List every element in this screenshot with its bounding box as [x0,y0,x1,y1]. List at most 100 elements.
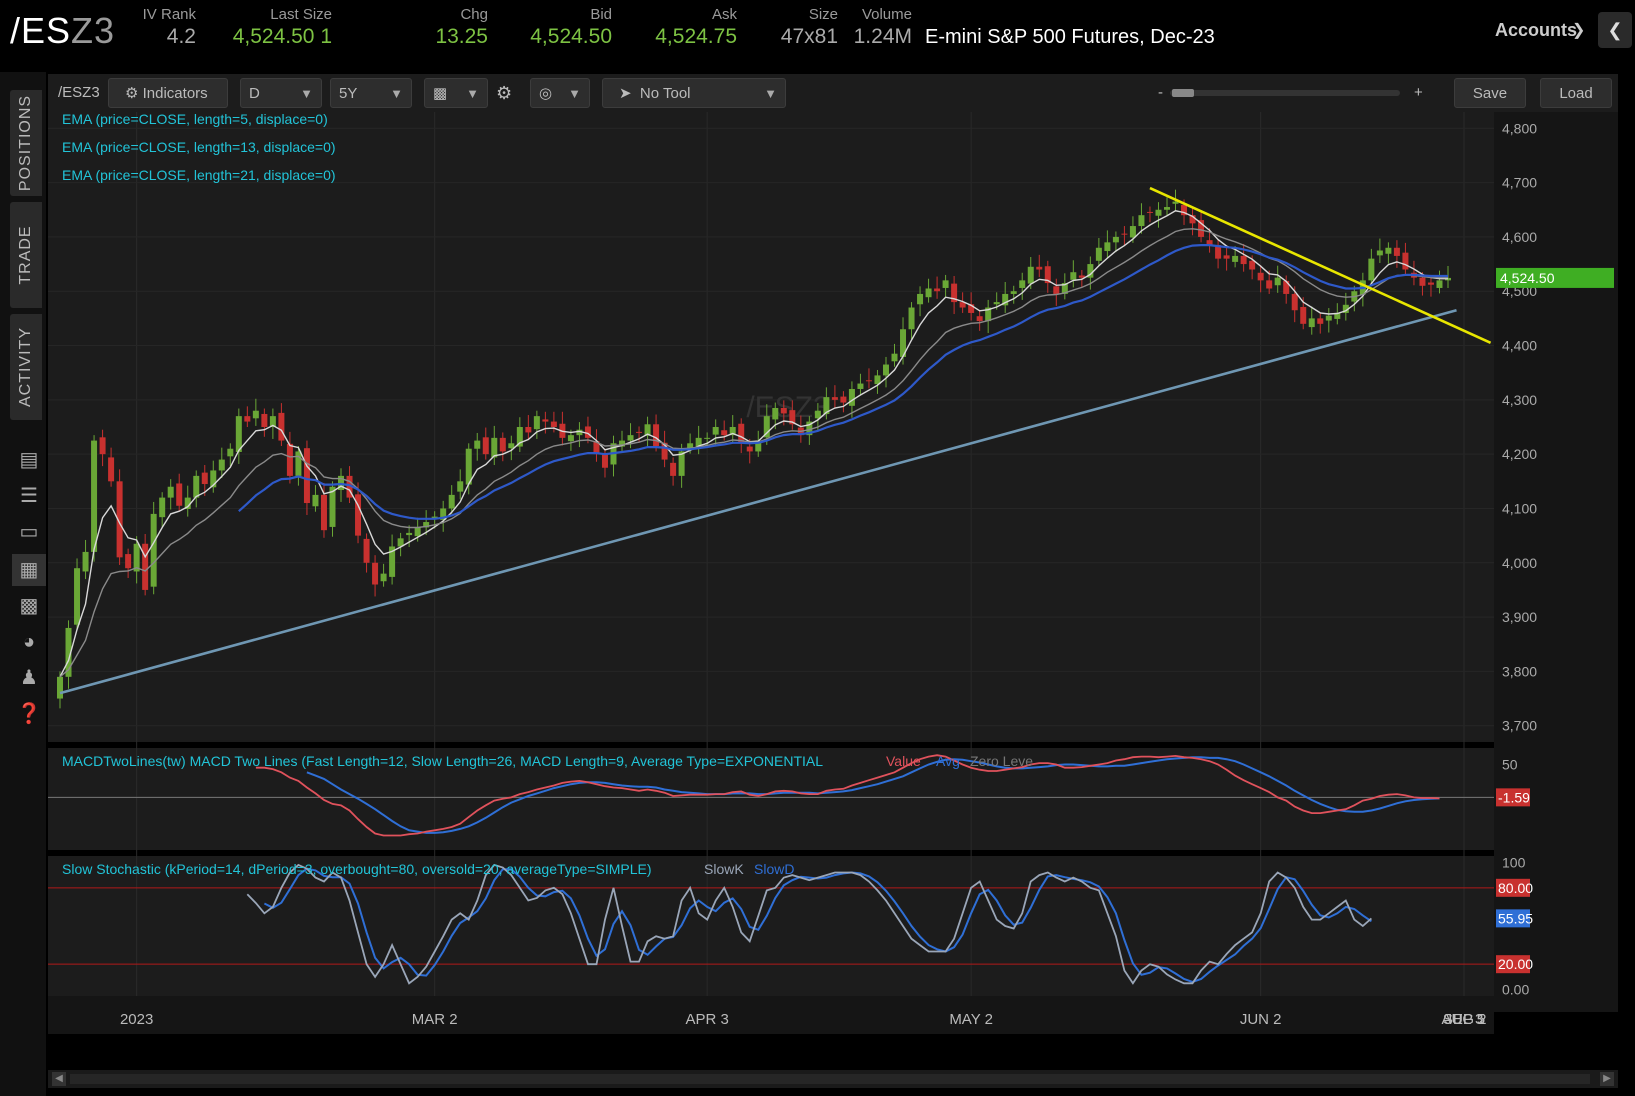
price-axis-label: 3,900 [1502,609,1537,625]
symbol-title[interactable]: /ESZ3 [10,10,115,52]
candle-body [1061,283,1068,294]
tv-icon[interactable]: ▭ [19,521,39,543]
list-icon[interactable]: ☰ [20,485,38,507]
cursor-icon: ➤ [619,85,632,102]
time-axis-label: SEP 5 [1443,1011,1485,1028]
candle-body [91,440,98,552]
candle-body [1019,280,1026,288]
stochastic-axis-label: 0.00 [1502,982,1529,998]
last-price-tag [1496,267,1614,288]
candle-body [1036,266,1043,270]
chart-area[interactable]: 2023 MAR 2 APR 3 MAY 2 JUN 2 JUL 3 AUG 2 SEP 5 4… [48,111,1618,1084]
candle-body [831,397,838,400]
zoom-out-button[interactable]: - [1158,84,1163,101]
candle-body [474,440,481,449]
timeframe-select[interactable]: 5Y ▼ [330,78,412,108]
quote-value: 4,524.50 1 [232,25,332,48]
candle-body [1155,209,1162,216]
candle-body [133,543,140,572]
candle-body [1283,280,1290,294]
accounts-menu[interactable]: Accounts [1495,20,1578,40]
drawing-tool-select[interactable]: ➤ No Tool ▼ [602,78,786,108]
candle-body [1163,207,1170,210]
candle-body [1070,272,1077,280]
news-icon[interactable]: ▤ [19,449,39,471]
candle-body [882,364,889,376]
globe-icon: ◎ [539,85,553,102]
help-icon[interactable]: ❓ [16,703,42,725]
tab-activity[interactable]: ACTIVITY [10,314,42,420]
chart-icon[interactable]: ▦ [12,554,46,586]
candle-body [601,454,608,468]
candle-body [210,470,217,488]
candle-body [661,442,668,460]
candle-body [176,483,183,506]
tab-positions[interactable]: POSITIONS [10,90,42,196]
zoom-in-button[interactable]: + [1414,84,1423,101]
indicators-button[interactable]: ⚙ Indicators [108,78,228,108]
quote-chg: Chg 13.25 [328,6,488,49]
tab-trade[interactable]: TRADE [10,202,42,308]
tab-trade-label: TRADE [17,225,34,285]
price-axis-label: 3,800 [1502,663,1537,679]
slowk-line [246,863,1372,985]
candle-body [857,383,864,389]
collapse-panel-button[interactable]: ❮ [1598,12,1632,48]
candle-body [65,627,72,677]
stochastic-panel-bg [48,856,1494,996]
price-axis-label: 3,700 [1502,718,1537,734]
candle-body [1138,215,1145,227]
candle-body [389,546,396,577]
aggregation-select[interactable]: D ▼ [240,78,322,108]
chevron-down-icon: ▼ [390,86,403,101]
stochastic-last-label: 55.95 [1498,910,1533,926]
quote-value: 47x81 [780,25,838,48]
grid-icon[interactable]: ▩ [19,595,39,617]
stochastic-label: Slow Stochastic (kPeriod=14, dPeriod=3, … [62,861,652,877]
candle-body [908,307,915,330]
save-button[interactable]: Save [1454,78,1526,108]
scroll-thumb[interactable] [70,1074,1590,1084]
price-axis-label: 4,300 [1502,392,1537,408]
chart-scrollbar[interactable]: ◀ ▶ [48,1070,1618,1088]
quote-label: Bid [590,6,612,23]
candle-body [1266,280,1273,289]
macd-value-line [255,754,1440,837]
quote-last-size: Last Size 4,524.50 1 [172,6,332,49]
load-button[interactable]: Load [1540,78,1612,108]
ema21-line [238,244,1448,520]
people-icon[interactable]: ♟ [20,667,38,689]
aggregation-value: D [249,85,260,102]
candle-body [1112,236,1119,243]
gauge-icon[interactable]: ◕ [22,631,36,653]
candle-body [976,316,983,322]
ema-study-label: EMA (price=CLOSE, length=21, displace=0) [62,167,336,183]
candle-body [346,475,353,498]
quote-label: Ask [711,6,737,23]
candle-body [891,353,898,362]
candle-body [1189,215,1196,224]
zoom-slider-thumb[interactable] [1172,89,1194,97]
time-axis-label: 2023 [120,1011,153,1028]
symbol-root: /ES [10,10,72,51]
chart-type-select[interactable]: ▩ ▼ [424,78,488,108]
chevron-down-icon[interactable]: ❯ [1572,22,1586,39]
ema-study-label: EMA (price=CLOSE, length=13, displace=0) [62,139,336,155]
scroll-left-arrow[interactable]: ◀ [52,1072,66,1086]
drawings-select[interactable]: ◎ ▼ [530,78,590,108]
zoom-slider[interactable] [1170,89,1400,97]
candle-body [201,472,208,485]
candle-body [116,481,123,558]
price-axis-label: 4,400 [1502,338,1537,354]
candle-body [261,413,268,427]
candle-body [363,538,370,563]
macd-axis-label: 50 [1502,756,1518,772]
candle-body [1274,277,1281,286]
candle-body [525,427,532,433]
candle-body [1325,315,1332,321]
candle-body [704,437,711,439]
chart-settings-icon[interactable]: ⚙ [496,83,513,103]
candle-body [286,443,293,476]
scroll-right-arrow[interactable]: ▶ [1600,1072,1614,1086]
